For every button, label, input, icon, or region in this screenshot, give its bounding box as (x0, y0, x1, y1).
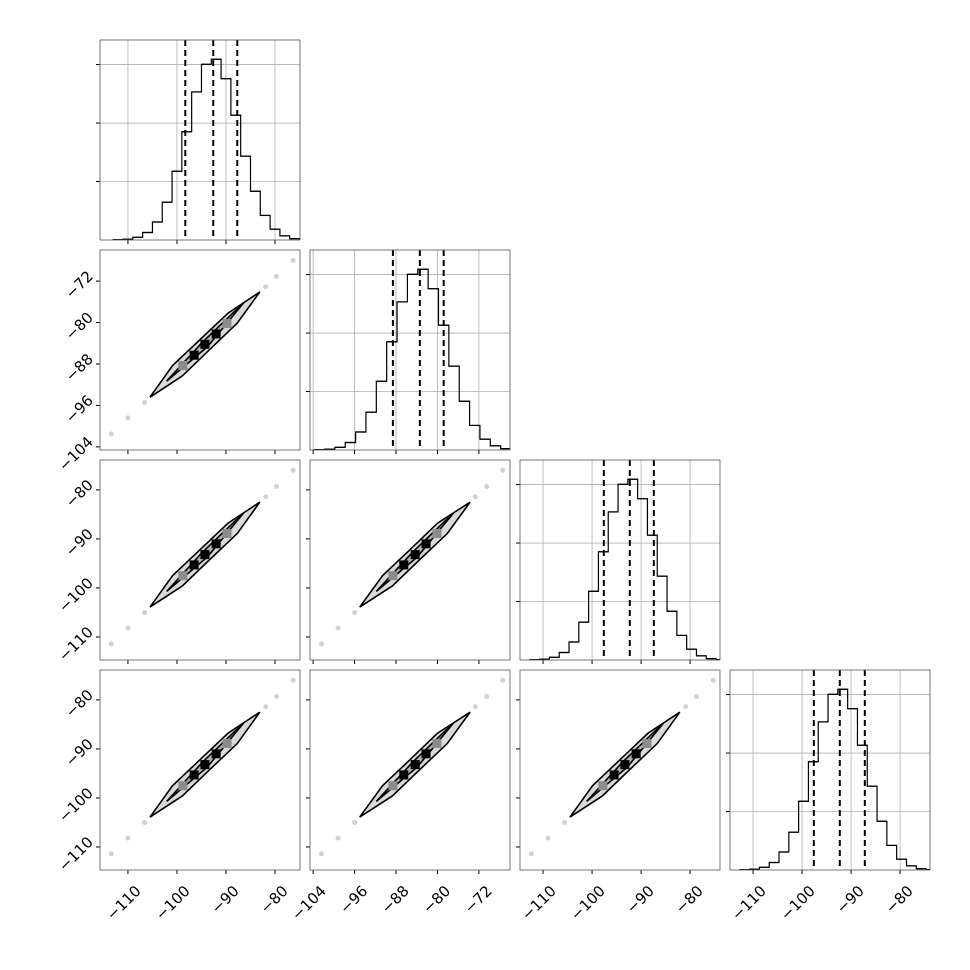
panel-frame (729, 669, 931, 871)
density-peak (631, 749, 641, 759)
panel (108, 677, 296, 857)
sample-point (500, 467, 506, 473)
density-peak (620, 760, 630, 770)
panel-frame (99, 249, 301, 451)
density-peak (178, 361, 188, 371)
sample-point (683, 704, 689, 710)
density-peak (432, 529, 442, 539)
sample-point (318, 641, 324, 647)
sample-point (125, 415, 131, 421)
sample-point (263, 284, 269, 290)
density-peak (421, 749, 431, 759)
density-peak (200, 760, 210, 770)
sample-point (108, 641, 114, 647)
density-peak (222, 739, 232, 749)
sample-point (142, 819, 148, 825)
sample-point (484, 693, 490, 699)
density-peak (178, 571, 188, 581)
sample-point (472, 704, 478, 710)
panel (730, 670, 930, 870)
sample-point (273, 693, 279, 699)
sample-point (108, 431, 114, 437)
density-peak (211, 749, 221, 759)
sample-point (500, 677, 506, 683)
density-peak (200, 339, 210, 349)
density-peak (410, 550, 420, 560)
density-peak (222, 319, 232, 329)
density-peak (642, 739, 652, 749)
sample-point (263, 704, 269, 710)
sample-point (263, 494, 269, 500)
sample-point (318, 851, 324, 857)
panel-frame (309, 669, 511, 871)
panel-frame (519, 459, 721, 661)
density-peak (432, 739, 442, 749)
sample-point (273, 273, 279, 279)
sample-point (273, 483, 279, 489)
sample-point (108, 851, 114, 857)
panel (318, 467, 506, 647)
density-peak (399, 770, 409, 780)
density-peak (410, 760, 420, 770)
density-peak (222, 529, 232, 539)
sample-point (142, 609, 148, 615)
sample-point (352, 819, 358, 825)
sample-point (562, 819, 568, 825)
sample-point (125, 835, 131, 841)
panel (520, 460, 720, 660)
sample-point (693, 693, 699, 699)
panel-frame (99, 459, 301, 661)
density-peak (189, 770, 199, 780)
panel (108, 257, 296, 437)
panel (318, 677, 506, 857)
sample-point (290, 467, 296, 473)
panel-frame (309, 249, 511, 451)
density-peak (609, 770, 619, 780)
sample-point (472, 494, 478, 500)
density-peak (388, 781, 398, 791)
density-peak (211, 329, 221, 339)
sample-point (290, 257, 296, 263)
density-peak (421, 539, 431, 549)
sample-point (335, 625, 341, 631)
panel (108, 467, 296, 647)
sample-point (125, 625, 131, 631)
density-peak (178, 781, 188, 791)
sample-point (352, 609, 358, 615)
panel-frame (99, 39, 301, 241)
sample-point (545, 835, 551, 841)
density-peak (189, 560, 199, 570)
panel-frame (99, 669, 301, 871)
density-peak (399, 560, 409, 570)
density-peak (189, 350, 199, 360)
density-peak (211, 539, 221, 549)
panel-frame (519, 669, 721, 871)
sample-point (528, 851, 534, 857)
density-peak (598, 781, 608, 791)
panel (528, 677, 716, 857)
sample-point (290, 677, 296, 683)
sample-point (335, 835, 341, 841)
sample-point (484, 483, 490, 489)
density-peak (200, 550, 210, 560)
panel (310, 250, 510, 450)
sample-point (142, 399, 148, 405)
sample-point (710, 677, 716, 683)
panel-frame (309, 459, 511, 661)
density-peak (388, 571, 398, 581)
